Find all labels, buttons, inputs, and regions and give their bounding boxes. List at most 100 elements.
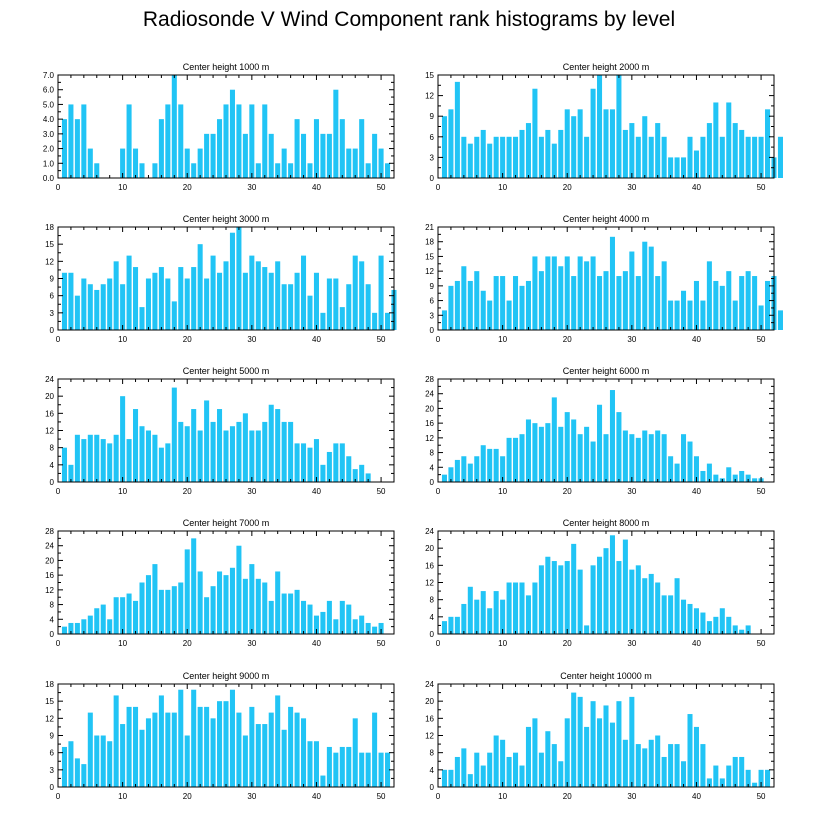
histogram-bar [242,578,248,634]
histogram-bar [519,434,525,482]
y-tick-label: 0 [430,630,435,639]
histogram-bar [603,548,609,634]
histogram-bar [229,567,235,634]
histogram-bar [139,163,145,178]
histogram-bar [255,578,261,634]
histogram-bar [661,261,667,330]
histogram-bar [616,412,622,482]
x-tick-label: 50 [377,335,386,344]
histogram-bar [713,474,719,482]
histogram-bar [461,603,467,634]
histogram-bar [307,295,313,330]
histogram-bar [281,421,287,482]
histogram-bar [693,608,699,634]
histogram-bar [294,119,300,178]
histogram-bar [249,706,255,787]
histogram-bar [191,538,197,634]
y-tick-label: 7.0 [43,71,55,80]
histogram-bar [307,447,313,482]
x-tick-label: 40 [312,792,321,801]
histogram-bar [326,278,332,330]
y-tick-label: 18 [425,238,434,247]
y-tick-label: 9 [430,112,435,121]
histogram-bar [571,116,577,178]
histogram-bar [726,616,732,634]
histogram-bar [320,611,326,634]
histogram-bar [171,75,177,178]
histogram-bar [313,615,319,634]
y-tick-label: 4 [430,613,435,622]
histogram-bar [74,434,80,482]
histogram-bar [564,561,570,634]
histogram-bar [126,255,132,330]
histogram-bar [635,565,641,634]
histogram-bar [126,593,132,634]
histogram-bar [87,148,93,178]
histogram-bar [500,739,506,787]
histogram-bar [275,261,281,330]
histogram-bar [765,769,771,787]
histogram-bar [441,116,447,178]
histogram-bar [87,712,93,787]
histogram-bar [752,782,758,787]
x-tick-label: 20 [563,487,572,496]
histogram-bar [519,765,525,787]
histogram-bar [113,695,119,787]
histogram-bar [333,278,339,330]
histogram-bar [622,430,628,482]
histogram-bar [352,619,358,634]
histogram-bar [352,469,358,482]
histogram-bar [577,109,583,178]
histogram-bar [461,456,467,482]
histogram-bar [590,88,596,178]
panel-title: Center height 1000 m [183,62,270,72]
histogram-bar [385,312,391,330]
histogram-bar [642,241,648,330]
histogram-bar [629,251,635,330]
histogram-bar [538,752,544,787]
histogram-bar [474,599,480,634]
histogram-bar [333,89,339,178]
histogram-bar [603,271,609,330]
histogram-bar [506,582,512,634]
histogram-bar [525,419,531,482]
x-tick-label: 0 [436,639,441,648]
histogram-bar [126,706,132,787]
histogram-bar [687,603,693,634]
histogram-bar [674,300,680,330]
histogram-bar [700,470,706,482]
histogram-bar [726,102,732,178]
histogram-bar [441,769,447,787]
y-tick-label: 12 [45,714,54,723]
histogram-bar [333,619,339,634]
panel-5: Center height 5000 m 0 4 8 12 16 20 24 0 10 20 30 40… [45,366,395,496]
x-tick-label: 10 [498,183,507,192]
histogram-bar [629,434,635,482]
histogram-bar [359,119,365,178]
histogram-bar [107,443,113,482]
y-tick-label: 4 [50,461,55,470]
y-tick-label: 0 [430,783,435,792]
histogram-bar [454,616,460,634]
histogram-bar [706,621,712,634]
x-tick-label: 40 [312,183,321,192]
histogram-bar [597,276,603,330]
histogram-bar [178,267,184,330]
histogram-bar [113,597,119,634]
histogram-bar [288,706,294,787]
x-tick-label: 30 [627,487,636,496]
histogram-bar [74,622,80,634]
histogram-bar [294,712,300,787]
histogram-bar [467,280,473,330]
histogram-bar [681,290,687,330]
histogram-bar [700,612,706,634]
histogram-bar [165,589,171,634]
x-tick-label: 50 [377,487,386,496]
histogram-bar [346,746,352,787]
histogram-bar [765,280,771,330]
y-tick-label: 4 [430,463,435,472]
histogram-bar [262,421,268,482]
histogram-bar [558,129,564,178]
histogram-bar [242,133,248,178]
x-tick-label: 10 [118,639,127,648]
